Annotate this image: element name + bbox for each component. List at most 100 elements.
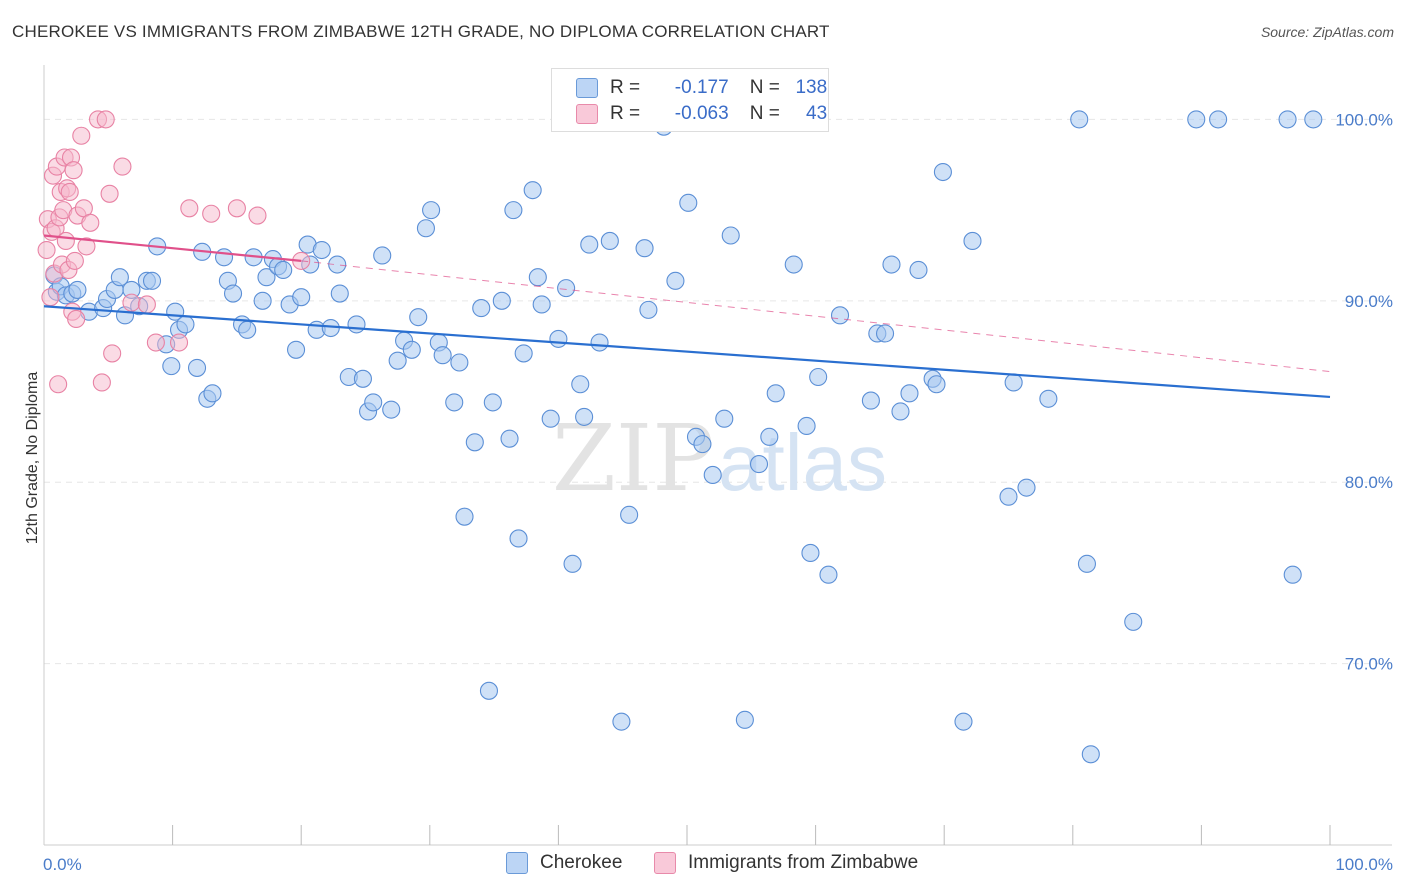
data-point-cherokee [600, 231, 619, 251]
data-point-zimbabwe [248, 206, 267, 225]
r-label: R = [610, 103, 641, 124]
y-tick-label: 90.0% [1345, 292, 1393, 311]
stats-legend: R = -0.177 N = 138 R = -0.063 N = 43 [551, 68, 829, 132]
data-point-cherokee [409, 308, 428, 327]
pink-swatch-icon [576, 104, 598, 124]
data-point-cherokee [455, 507, 474, 526]
data-point-cherokee [703, 465, 722, 485]
data-point-cherokee [214, 248, 234, 267]
n-value: 138 [795, 77, 828, 98]
data-point-cherokee [321, 318, 340, 338]
legend-row-cherokee: R = -0.177 N = 138 [576, 76, 827, 100]
data-point-cherokee [388, 351, 407, 370]
data-point-cherokee [162, 357, 181, 376]
legend-item-cherokee: Cherokee [506, 852, 622, 874]
data-point-cherokee [274, 260, 293, 280]
data-point-cherokee [563, 554, 582, 573]
data-point-cherokee [492, 291, 511, 310]
data-point-zimbabwe [65, 251, 84, 270]
data-point-cherokee [679, 193, 698, 212]
data-point-cherokee [635, 239, 654, 258]
data-point-cherokee [353, 369, 372, 388]
data-point-cherokee [875, 324, 895, 343]
data-point-cherokee [693, 435, 712, 454]
data-point-cherokee [571, 375, 590, 394]
data-point-cherokee [927, 375, 946, 394]
data-point-cherokee [575, 407, 594, 426]
data-point-zimbabwe [81, 213, 100, 232]
data-point-cherokee [330, 284, 349, 303]
data-point-cherokee [1304, 110, 1323, 129]
tick-labels: 100.0% 90.0% 80.0% 70.0% 0.0% 100.0% [43, 110, 1393, 874]
data-point-zimbabwe [60, 182, 79, 202]
data-point-cherokee [541, 409, 560, 428]
y-axis-label: 12th Grade, No Diploma [24, 372, 41, 545]
data-point-cherokee [500, 429, 519, 448]
pink-swatch-icon [654, 852, 676, 874]
data-point-zimbabwe [92, 373, 111, 392]
data-point-zimbabwe [37, 240, 56, 260]
data-point-zimbabwe [77, 237, 96, 256]
data-point-cherokee [509, 529, 528, 548]
data-point-cherokee [766, 384, 785, 403]
data-point-cherokee [580, 235, 599, 254]
data-point-zimbabwe [67, 309, 86, 329]
data-point-cherokee [639, 300, 658, 319]
data-point-cherokee [999, 487, 1018, 506]
trend-line-zimbabwe-extension [301, 260, 1331, 373]
data-point-cherokee [479, 681, 499, 700]
data-point-cherokee [382, 400, 401, 419]
data-point-cherokee [963, 231, 982, 251]
data-point-zimbabwe [41, 288, 60, 307]
y-tick-label: 70.0% [1345, 655, 1393, 674]
n-label: N = [749, 77, 780, 98]
data-point-cherokee [472, 299, 491, 318]
data-point-cherokee [784, 255, 803, 274]
source-credit: Source: ZipAtlas.com [1260, 24, 1394, 40]
data-point-zimbabwe [100, 184, 119, 203]
x-tick-label-max: 100.0% [1335, 855, 1393, 874]
data-point-cherokee [1124, 612, 1143, 631]
data-point-cherokee [1081, 745, 1100, 764]
y-tick-label: 80.0% [1345, 473, 1393, 492]
data-point-cherokee [238, 320, 257, 339]
data-point-zimbabwe [169, 333, 189, 352]
data-point-cherokee [549, 329, 568, 348]
data-point-cherokee [416, 219, 435, 238]
data-point-cherokee [523, 181, 542, 200]
legend-label: Cherokee [540, 852, 623, 873]
data-point-cherokee [422, 201, 441, 220]
data-point-cherokee [1039, 389, 1058, 408]
data-point-cherokee [287, 340, 306, 359]
gridlines [44, 118, 1392, 665]
trend-line-zimbabwe [43, 234, 302, 263]
data-point-cherokee [532, 295, 551, 314]
blue-swatch-icon [506, 852, 528, 874]
cherokee-points [45, 110, 1323, 764]
legend-item-zimbabwe: Immigrants from Zimbabwe [654, 852, 918, 874]
data-point-zimbabwe [113, 157, 132, 176]
data-point-cherokee [620, 505, 639, 524]
data-point-cherokee [735, 710, 754, 729]
data-point-cherokee [328, 255, 347, 274]
data-point-cherokee [1209, 110, 1228, 129]
data-point-cherokee [715, 409, 734, 428]
data-point-cherokee [253, 291, 272, 310]
data-point-cherokee [933, 162, 952, 182]
data-point-cherokee [257, 268, 276, 287]
data-point-cherokee [142, 271, 162, 290]
data-point-cherokee [1283, 565, 1302, 584]
data-point-zimbabwe [96, 110, 115, 129]
r-value: -0.063 [674, 103, 729, 124]
data-point-cherokee [465, 433, 484, 452]
x-tick-label-min: 0.0% [43, 855, 82, 874]
data-point-cherokee [666, 271, 685, 290]
data-point-cherokee [364, 393, 383, 412]
r-label: R = [610, 77, 641, 98]
chart-title: CHEROKEE VS IMMIGRANTS FROM ZIMBABWE 12T… [12, 22, 830, 41]
data-point-cherokee [760, 427, 779, 446]
data-point-cherokee [504, 201, 523, 220]
data-point-cherokee [1004, 373, 1023, 392]
data-point-cherokee [1077, 554, 1096, 573]
